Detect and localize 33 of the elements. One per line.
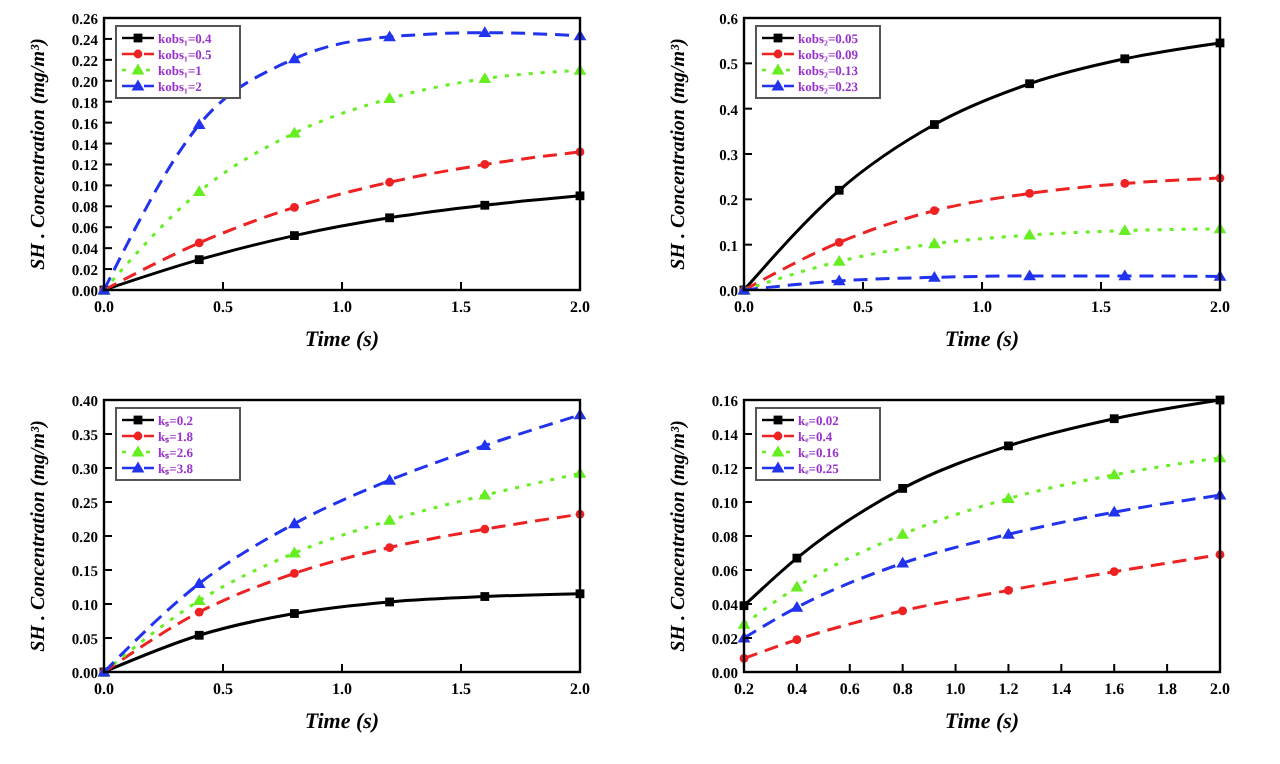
- x-tick-label: 1.0: [972, 298, 992, 316]
- x-axis-title: Time (s): [944, 710, 1020, 734]
- x-tick-label: 2.0: [1210, 298, 1230, 316]
- x-tick-label: 1.5: [451, 680, 471, 698]
- x-tick-label: 0.4: [786, 680, 807, 698]
- x-axis-title: Time (s): [304, 328, 380, 352]
- x-tick-label: 1.4: [1051, 680, 1072, 698]
- x-tick-label: 0.5: [213, 298, 233, 316]
- y-axis-title: SH . Concentration (mg/m³): [668, 420, 690, 652]
- x-tick-label: 0.5: [853, 298, 873, 316]
- y-axis-title: SH . Concentration (mg/m³): [668, 38, 690, 270]
- x-tick-label: 0.5: [213, 680, 233, 698]
- x-tick-label: 0.0: [94, 298, 114, 316]
- y-axis-title: SH . Concentration (mg/m³): [28, 420, 50, 652]
- x-tick-label: 2.0: [570, 680, 590, 698]
- x-axis-title: Time (s): [944, 328, 1020, 352]
- x-tick-label: 1.0: [332, 298, 352, 316]
- x-tick-label: 1.0: [945, 680, 966, 698]
- x-tick-label: 1.6: [1104, 680, 1125, 698]
- x-tick-label: 2.0: [570, 298, 590, 316]
- y-axis-title: SH . Concentration (mg/m³): [28, 38, 50, 270]
- x-tick-label: 0.6: [839, 680, 860, 698]
- x-tick-label: 0.0: [94, 680, 114, 698]
- x-axis-title: Time (s): [304, 710, 380, 734]
- x-tick-label: 2.0: [1210, 680, 1230, 698]
- x-tick-label: 0.2: [734, 680, 754, 698]
- x-tick-label: 0.0: [734, 298, 754, 316]
- x-tick-label: 1.5: [451, 298, 471, 316]
- x-tick-label: 0.8: [892, 680, 913, 698]
- x-tick-label: 1.2: [998, 680, 1019, 698]
- x-tick-label: 1.0: [332, 680, 352, 698]
- x-tick-label: 1.8: [1157, 680, 1178, 698]
- x-tick-label: 1.5: [1091, 298, 1111, 316]
